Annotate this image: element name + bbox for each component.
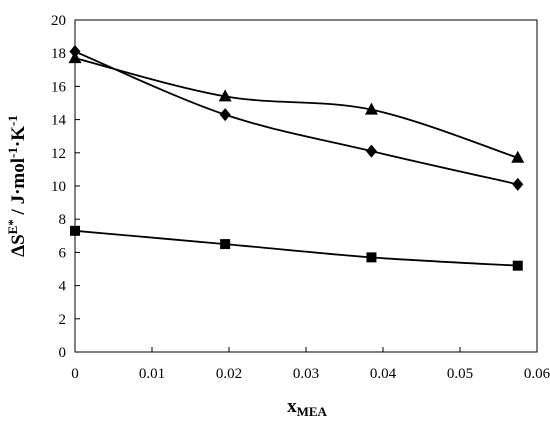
plot-frame <box>74 19 538 353</box>
y-tick-label: 18 <box>51 46 66 62</box>
data-point-triangle <box>511 150 525 163</box>
y-axis-title-unit-k: ·K <box>8 126 29 147</box>
x-tick-label: 0.04 <box>370 366 397 382</box>
y-tick-label: 12 <box>51 146 66 162</box>
data-point-diamond <box>512 177 524 191</box>
y-tick-label: 4 <box>59 279 67 295</box>
y-axis-title-delta-s: ΔS <box>8 234 29 256</box>
x-axis-title: xMEA <box>287 396 327 419</box>
y-tick-label: 6 <box>59 245 67 261</box>
x-tick-label: 0.06 <box>524 366 550 382</box>
x-axis-title-sub: MEA <box>297 404 328 419</box>
x-tick-label: 0 <box>71 366 79 382</box>
data-point-diamond <box>365 144 377 158</box>
x-tick-label: 0.03 <box>293 366 319 382</box>
data-point-triangle <box>218 89 232 102</box>
data-point-triangle <box>68 51 82 64</box>
series-line <box>74 229 518 267</box>
y-tick-label: 10 <box>51 179 66 195</box>
y-axis-title-unit: / J·mol <box>8 158 29 219</box>
data-point-diamond <box>219 108 231 122</box>
data-point-triangle <box>364 102 378 115</box>
series-triangle <box>68 51 525 163</box>
y-axis-title: ΔSE* / J·mol-1·K-1 <box>5 115 29 257</box>
y-tick-label: 16 <box>51 79 67 95</box>
data-point-square <box>366 252 377 263</box>
x-axis-title-main: x <box>287 396 297 417</box>
x-tick-label: 0.05 <box>447 366 473 382</box>
x-axis-ticks: 0 0.01 0.02 0.03 0.04 0.05 0.06 <box>71 347 550 382</box>
y-tick-label: 0 <box>59 345 67 361</box>
series-square <box>70 225 523 271</box>
x-tick-label: 0.01 <box>139 366 165 382</box>
y-tick-label: 2 <box>59 312 67 328</box>
y-tick-label: 20 <box>51 13 66 29</box>
y-axis-title-sup-1: -1 <box>5 147 20 158</box>
data-point-square <box>70 225 80 236</box>
y-axis-title-sup-e: E* <box>5 219 20 234</box>
data-point-square <box>512 260 523 271</box>
series-diamond <box>69 45 524 191</box>
y-axis-title-sup-2: -1 <box>5 115 20 126</box>
series-line <box>74 50 518 186</box>
x-tick-label: 0.02 <box>216 366 242 382</box>
series-line <box>74 57 519 159</box>
y-axis-ticks: 0 2 4 6 8 10 12 14 16 18 20 <box>51 13 80 361</box>
data-point-square <box>220 239 231 250</box>
y-tick-label: 14 <box>51 113 67 129</box>
series-layer <box>68 45 525 271</box>
y-tick-label: 8 <box>59 212 67 228</box>
